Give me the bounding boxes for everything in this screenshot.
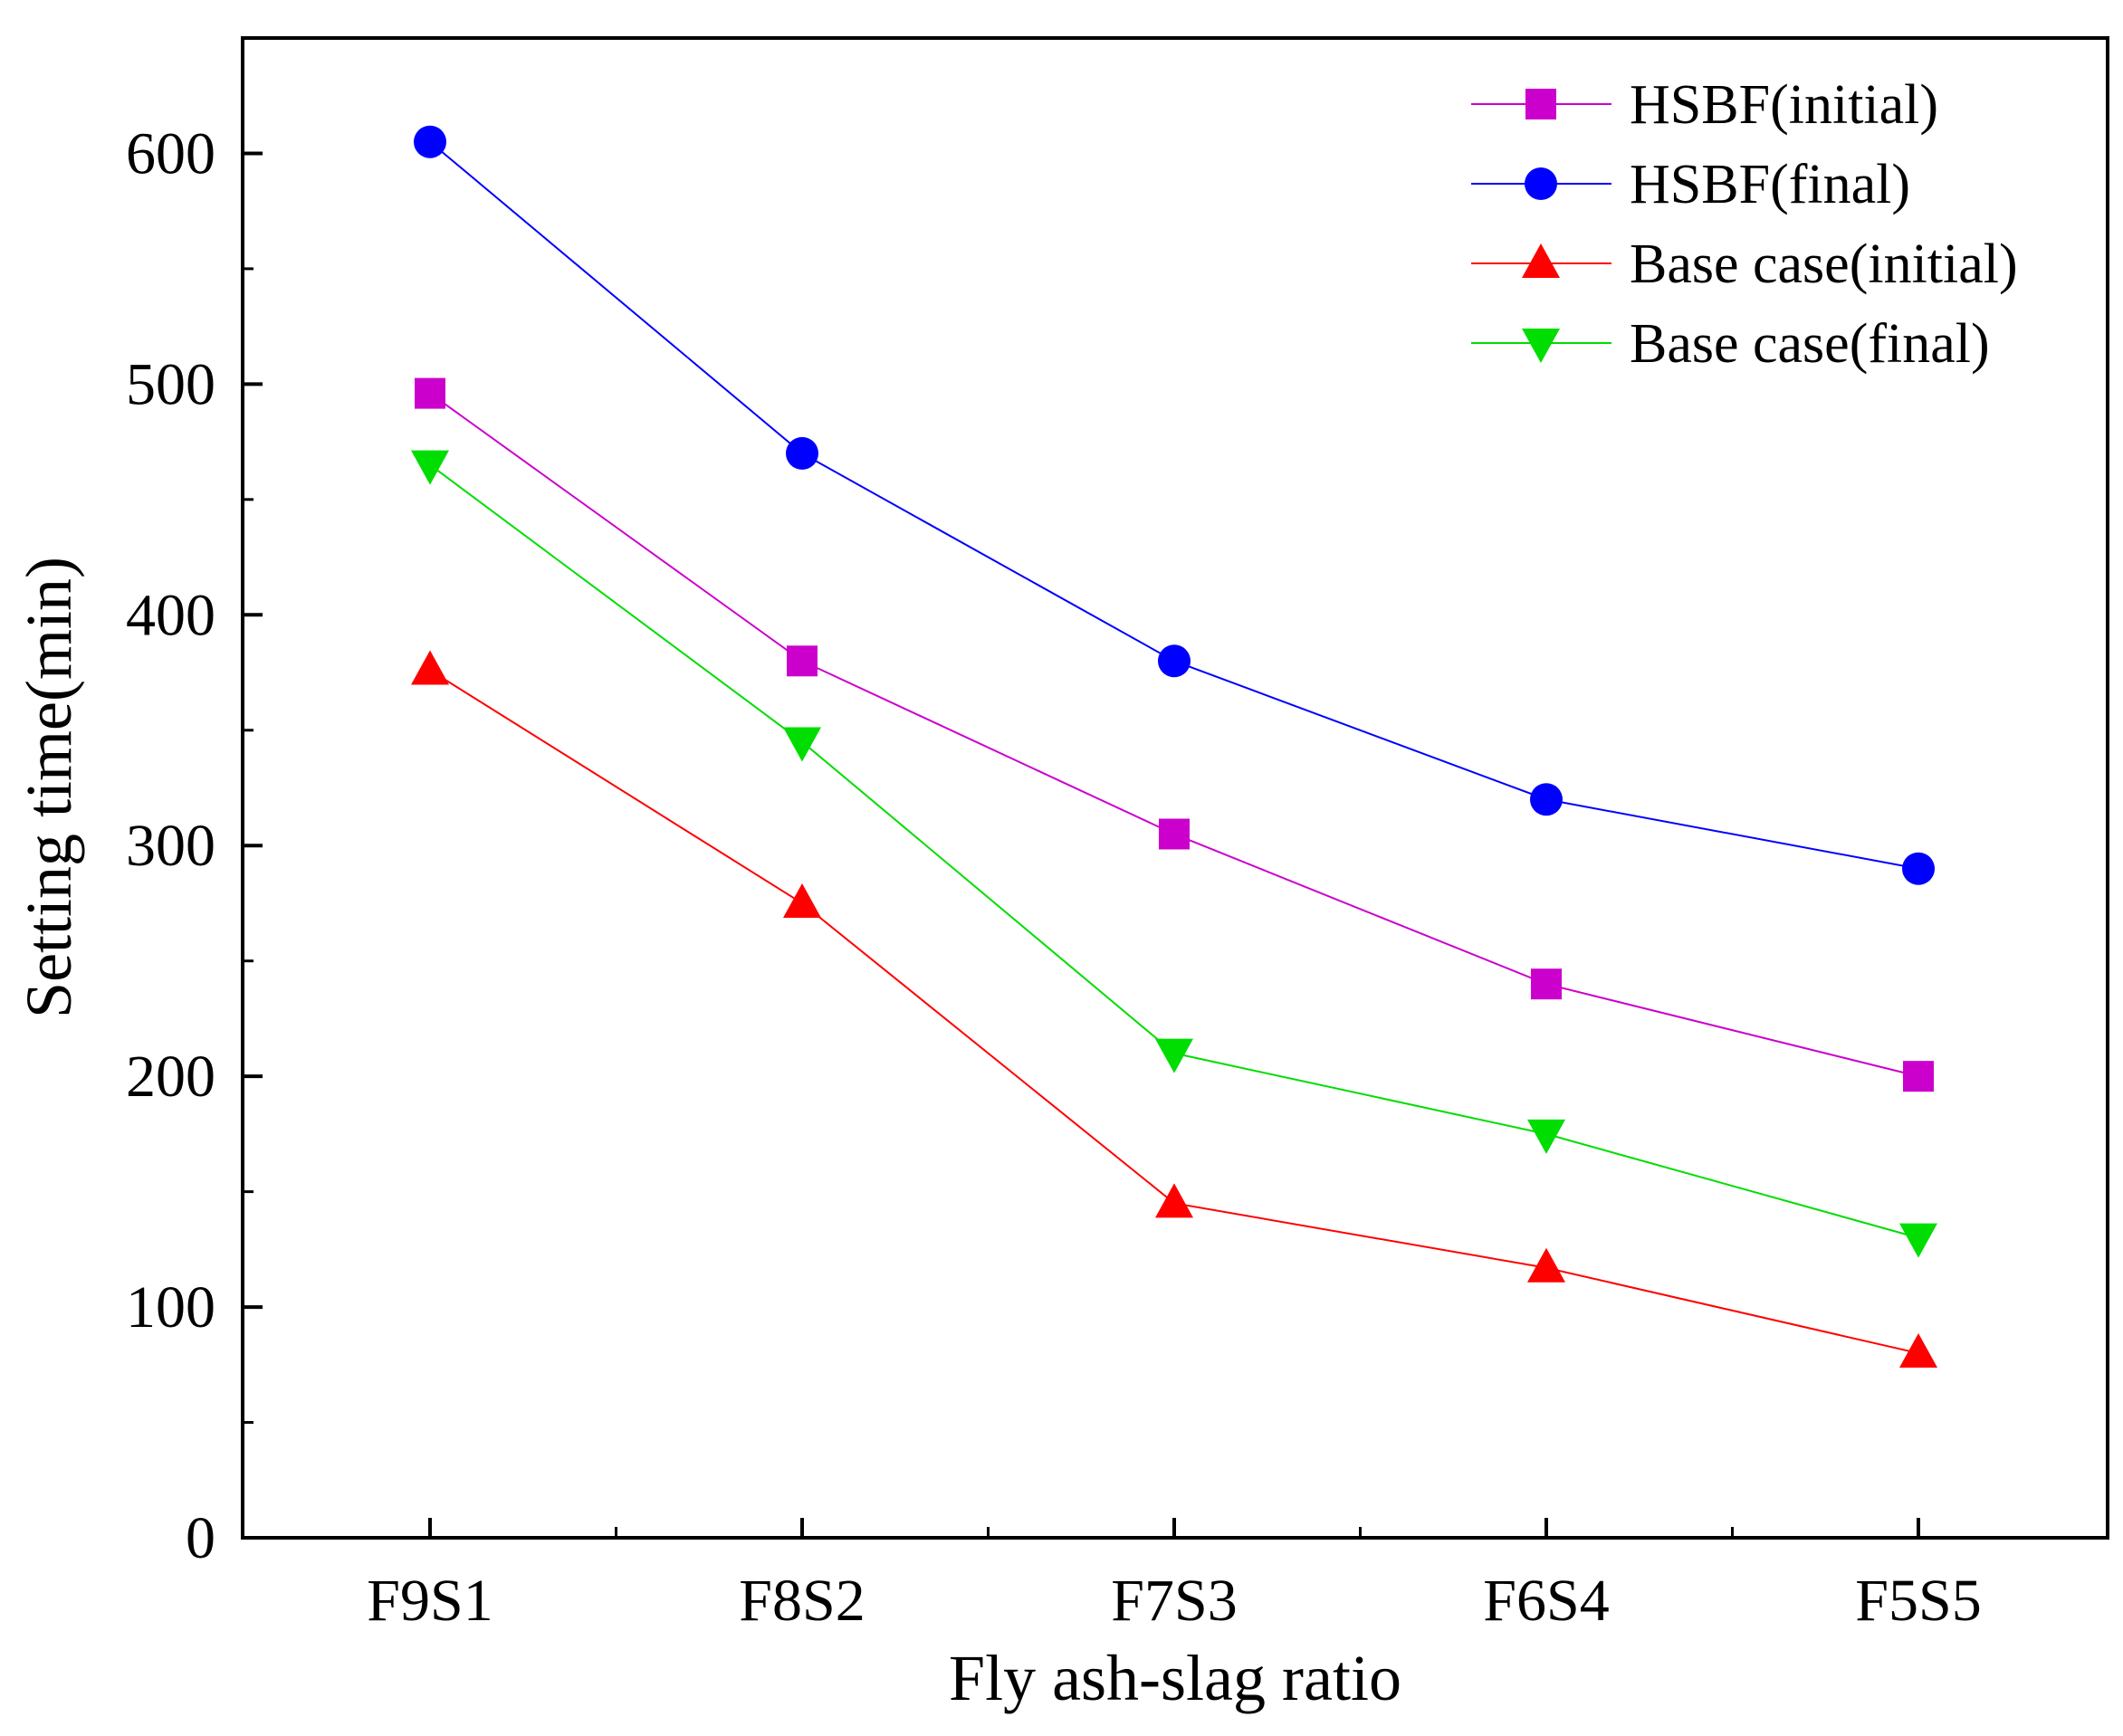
legend-marker [1522, 243, 1560, 278]
legend-item: Base case(initial) [1471, 234, 2018, 295]
x-tick-label: F9S1 [367, 1568, 492, 1634]
legend-label: HSBF(final) [1630, 154, 1910, 215]
series-line [429, 669, 1919, 1355]
data-point [1899, 1333, 1937, 1369]
series-line [429, 392, 1919, 1078]
data-point [1155, 1038, 1193, 1073]
legend-label: HSBF(initial) [1630, 74, 1938, 136]
series-layer [411, 125, 1937, 1369]
data-point [1902, 852, 1935, 885]
legend-marker [1525, 167, 1557, 200]
legend-item: HSBF(initial) [1471, 74, 1938, 136]
y-tick-label: 600 [126, 120, 215, 186]
x-tick-label: F5S5 [1855, 1568, 1981, 1634]
data-point [786, 436, 818, 470]
data-point [411, 450, 449, 485]
x-axis-ticks: F9S1 F8S2 F7S3 F6S4 F5S5 [367, 1518, 1982, 1634]
legend-item: HSBF(final) [1471, 154, 1910, 215]
series-0 [415, 377, 1934, 1092]
x-tick-label: F7S3 [1111, 1568, 1237, 1634]
series-3 [411, 450, 1937, 1258]
y-tick-label: 500 [126, 351, 215, 417]
legend: HSBF(initial) HSBF(final) Base case(initia… [1471, 74, 2018, 375]
data-point [783, 882, 821, 918]
data-point [1903, 1061, 1934, 1092]
data-point [1530, 783, 1563, 816]
data-point [415, 377, 445, 409]
series-line [429, 463, 1919, 1239]
legend-item: Base case(final) [1471, 313, 1990, 375]
x-tick-label: F8S2 [739, 1568, 865, 1634]
y-axis-ticks: 0 100 200 300 400 500 600 [126, 120, 263, 1571]
data-point [411, 650, 449, 685]
data-point [1158, 644, 1191, 678]
y-tick-label: 0 [186, 1505, 215, 1571]
series-1 [414, 125, 1935, 885]
legend-marker [1522, 329, 1560, 363]
x-axis-title: Fly ash-slag ratio [949, 1642, 1401, 1714]
data-point [1155, 1183, 1193, 1218]
data-point [1527, 1119, 1565, 1154]
data-point [1159, 818, 1190, 850]
y-tick-label: 400 [126, 582, 215, 648]
y-tick-label: 300 [126, 813, 215, 879]
data-point [787, 645, 818, 677]
y-tick-label: 100 [126, 1274, 215, 1340]
data-point [1527, 1247, 1565, 1283]
data-point [783, 727, 821, 762]
series-2 [411, 650, 1937, 1369]
data-point [1899, 1223, 1937, 1258]
y-tick-label: 200 [126, 1044, 215, 1110]
legend-marker [1525, 89, 1556, 119]
x-tick-label: F6S4 [1483, 1568, 1609, 1634]
legend-label: Base case(initial) [1630, 234, 2018, 295]
legend-label: Base case(final) [1630, 313, 1990, 375]
data-point [1531, 968, 1562, 1000]
y-axis-title: Setting time(min) [13, 557, 85, 1018]
data-point [414, 125, 446, 158]
